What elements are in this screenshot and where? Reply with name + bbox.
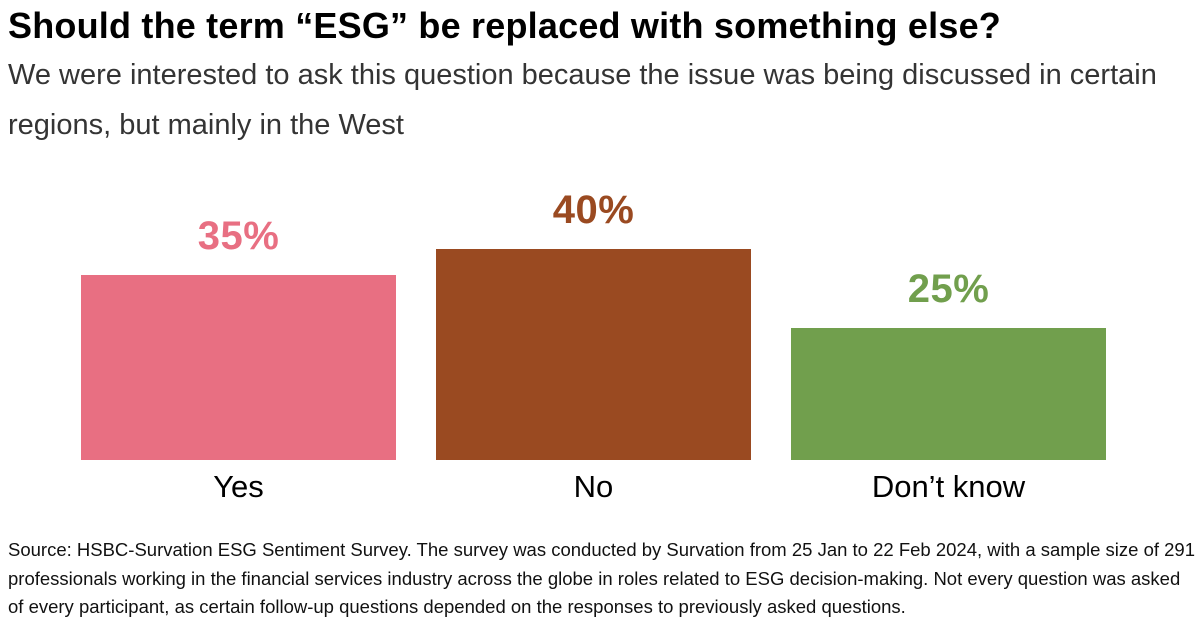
- value-label-yes: 35%: [197, 214, 280, 258]
- chart-title: Should the term “ESG” be replaced with s…: [8, 5, 1001, 46]
- bar-group-no: 40% No: [436, 188, 751, 502]
- bar-dont-know: [791, 328, 1106, 460]
- category-label-no: No: [573, 469, 614, 504]
- bar-chart-plot-area: 35% Yes 40% No 25% Don’t know: [81, 0, 1106, 502]
- category-label-dont-know: Don’t know: [871, 469, 1026, 504]
- category-label-yes: Yes: [213, 469, 264, 504]
- bar-group-dont-know: 25% Don’t know: [791, 267, 1106, 502]
- bar-group-yes: 35% Yes: [81, 214, 396, 502]
- chart-subtitle: We were interested to ask this question …: [8, 59, 1157, 141]
- bar-no: [436, 249, 751, 460]
- source-note: Source: HSBC-Survation ESG Sentiment Sur…: [8, 539, 1195, 617]
- value-label-no: 40%: [552, 188, 635, 232]
- bar-yes: [81, 275, 396, 460]
- value-label-dont-know: 25%: [907, 267, 990, 311]
